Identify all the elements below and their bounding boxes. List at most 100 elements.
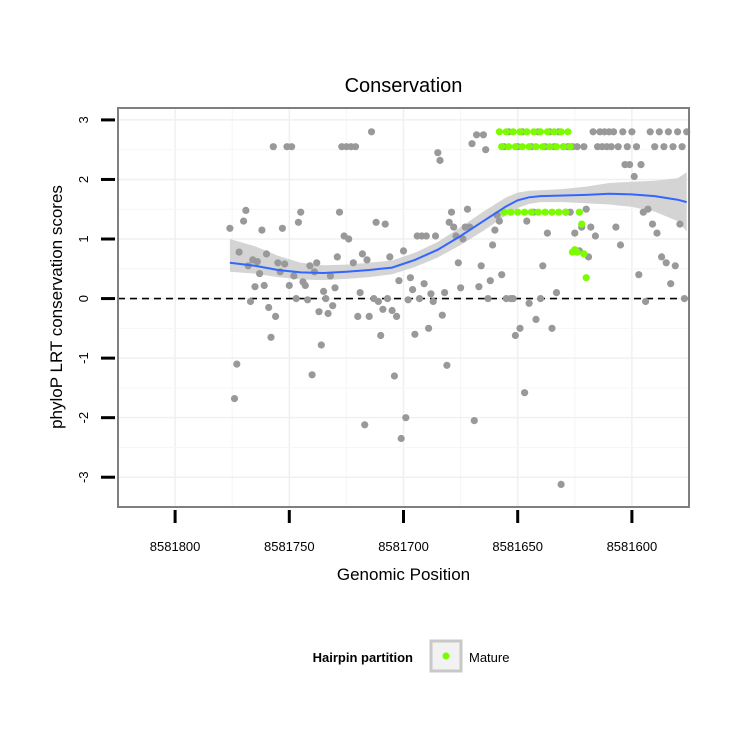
data-point <box>552 289 561 297</box>
confidence-band-area <box>229 172 687 281</box>
data-point-mature <box>518 143 526 151</box>
data-point <box>406 274 414 282</box>
y-tick-label: -1 <box>76 352 91 364</box>
data-point-mature <box>530 128 538 136</box>
data-point <box>429 297 437 306</box>
data-point <box>393 312 401 320</box>
data-point <box>258 226 266 234</box>
data-point <box>637 161 645 169</box>
data-point <box>386 253 394 261</box>
data-point <box>363 256 371 264</box>
data-point <box>482 146 490 154</box>
data-point <box>445 218 453 226</box>
data-point <box>658 253 666 261</box>
y-tick-label: 2 <box>76 176 91 183</box>
data-point <box>660 143 668 151</box>
data-point <box>331 284 339 292</box>
data-point-mature <box>552 143 561 151</box>
data-point <box>288 143 296 151</box>
data-point <box>402 414 410 422</box>
data-point-mature <box>546 143 554 151</box>
data-point <box>354 312 362 320</box>
data-point <box>484 295 492 303</box>
data-point <box>470 417 478 425</box>
data-point <box>680 295 689 303</box>
data-point-mature <box>557 128 565 136</box>
data-point-mature <box>502 128 510 136</box>
data-point-mature <box>534 208 542 216</box>
y-tick-label: -3 <box>76 471 91 483</box>
data-point <box>379 305 387 313</box>
data-point <box>290 272 298 280</box>
confidence-band <box>229 172 687 281</box>
data-point-mature <box>509 128 517 136</box>
data-point <box>447 208 456 216</box>
data-point <box>616 241 625 249</box>
y-tick-label: 3 <box>76 116 91 123</box>
data-point <box>667 280 675 288</box>
data-point-mature <box>500 208 508 216</box>
legend-title: Hairpin partition <box>313 650 413 665</box>
data-point <box>297 208 305 216</box>
data-point-mature <box>507 208 515 216</box>
x-axis-label: Genomic Position <box>337 565 470 584</box>
legend-label-mature: Mature <box>469 650 509 665</box>
data-point <box>532 315 540 323</box>
data-point <box>635 271 643 279</box>
data-point <box>351 143 360 151</box>
data-point <box>233 360 241 368</box>
data-point <box>317 341 325 349</box>
x-tick-label: 8581700 <box>378 539 429 554</box>
data-point <box>580 143 588 151</box>
y-tick-label: -2 <box>76 412 91 424</box>
data-point <box>523 217 531 225</box>
data-point <box>329 302 337 310</box>
data-point <box>292 295 300 303</box>
data-point-mature <box>541 208 549 216</box>
y-axis-ticks: -3 -2 -1 0 1 2 3 <box>76 116 115 483</box>
data-point-mature <box>516 128 524 136</box>
data-point-mature <box>523 128 531 136</box>
data-point <box>345 235 353 243</box>
data-point-mature <box>555 208 563 216</box>
data-point <box>434 149 442 157</box>
data-point <box>281 260 289 268</box>
data-point <box>587 223 595 231</box>
data-point <box>607 143 615 151</box>
data-point <box>397 434 405 443</box>
data-point <box>543 229 552 237</box>
data-point <box>322 295 330 303</box>
x-tick-label: 8581600 <box>607 539 658 554</box>
x-tick-label: 8581800 <box>150 539 201 554</box>
data-point <box>436 156 444 164</box>
data-point-mature <box>573 248 581 256</box>
data-point-mature <box>495 128 503 136</box>
data-point-mature <box>564 128 572 136</box>
data-point <box>269 143 277 151</box>
data-point <box>441 289 449 297</box>
data-point <box>306 262 314 270</box>
data-point <box>320 287 328 295</box>
data-point <box>628 128 636 136</box>
data-point <box>486 277 494 285</box>
data-point <box>304 296 312 304</box>
smooth-curve <box>229 192 687 275</box>
data-point <box>521 389 529 397</box>
data-point <box>646 128 654 136</box>
chart-title: Conservation <box>345 75 463 97</box>
data-point <box>365 312 373 320</box>
data-point <box>619 128 627 136</box>
data-point <box>669 143 677 151</box>
data-point <box>468 140 476 148</box>
data-point <box>489 241 497 249</box>
grid <box>118 108 689 507</box>
data-point <box>422 232 430 240</box>
y-tick-label: 0 <box>76 295 91 302</box>
data-point <box>651 143 659 151</box>
data-point <box>388 306 396 315</box>
data-point <box>335 208 344 216</box>
data-point <box>676 220 684 228</box>
data-point <box>251 283 259 291</box>
x-tick-label: 8581750 <box>264 539 315 554</box>
data-point <box>349 259 357 267</box>
